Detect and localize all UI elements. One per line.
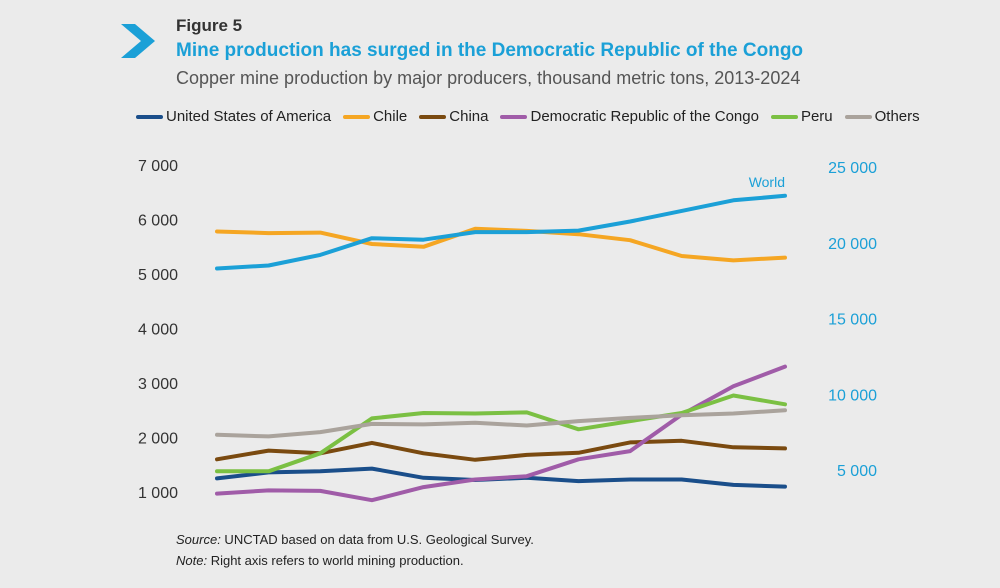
series-line-others bbox=[215, 408, 787, 439]
legend-label: China bbox=[449, 108, 489, 125]
legend-swatch bbox=[500, 114, 528, 119]
legend-swatch bbox=[419, 114, 447, 119]
y-right-tick-label: 15 000 bbox=[828, 312, 877, 329]
source-footnote: Source: UNCTAD based on data from U.S. G… bbox=[176, 532, 534, 547]
y-left-tick-label: 4 000 bbox=[138, 322, 178, 339]
legend-swatch bbox=[136, 114, 163, 119]
y-left-tick-label: 6 000 bbox=[138, 213, 178, 230]
y-left-tick-label: 7 000 bbox=[138, 158, 178, 175]
figure-label: Figure 5 bbox=[176, 16, 243, 35]
y-right-tick-label: 25 000 bbox=[828, 160, 877, 177]
legend-label: Others bbox=[874, 108, 920, 125]
legend-swatch bbox=[770, 114, 798, 119]
legend-item-democratic-republic-of-the-congo: Democratic Republic of the Congo bbox=[500, 108, 759, 125]
legend-item-united-states-of-america: United States of America bbox=[136, 108, 331, 125]
series-label-world: World bbox=[749, 174, 785, 190]
legend-swatch bbox=[343, 114, 371, 119]
chevron-right-icon bbox=[121, 24, 155, 58]
y-right-tick-label: 5 000 bbox=[837, 463, 877, 480]
series-line-world bbox=[215, 193, 787, 271]
y-left-tick-label: 3 000 bbox=[138, 376, 178, 393]
legend-item-china: China bbox=[419, 108, 488, 125]
legend-label: Democratic Republic of the Congo bbox=[530, 108, 759, 125]
series-line-peru bbox=[215, 393, 787, 474]
chart-subtitle: Copper mine production by major producer… bbox=[176, 68, 801, 88]
note-label: Note: bbox=[176, 553, 208, 568]
legend-item-chile: Chile bbox=[343, 108, 407, 125]
legend-label: United States of America bbox=[166, 108, 332, 125]
source-label: Source: bbox=[176, 532, 221, 547]
legend-label: Peru bbox=[800, 108, 833, 125]
legend-swatch bbox=[844, 114, 872, 119]
legend-item-others: Others bbox=[844, 108, 920, 125]
note-text: Right axis refers to world mining produc… bbox=[207, 553, 464, 568]
y-right-tick-label: 20 000 bbox=[828, 236, 877, 253]
series-line-chile bbox=[215, 226, 787, 263]
legend-item-peru: Peru bbox=[770, 108, 833, 125]
y-left-tick-label: 1 000 bbox=[138, 485, 178, 502]
chart-legend: United States of America Chile China Democr… bbox=[136, 108, 932, 125]
y-left-tick-label: 2 000 bbox=[138, 431, 178, 448]
series-line-china bbox=[215, 438, 787, 462]
note-footnote: Note: Right axis refers to world mining … bbox=[176, 553, 464, 568]
y-right-tick-label: 10 000 bbox=[828, 387, 877, 404]
legend-label: Chile bbox=[373, 108, 408, 125]
y-left-tick-label: 5 000 bbox=[138, 267, 178, 284]
chart-title: Mine production has surged in the Democr… bbox=[176, 40, 804, 61]
source-text: UNCTAD based on data from U.S. Geologica… bbox=[220, 532, 534, 547]
